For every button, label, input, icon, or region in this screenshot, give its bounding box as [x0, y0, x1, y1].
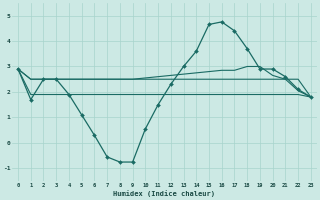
X-axis label: Humidex (Indice chaleur): Humidex (Indice chaleur) — [114, 190, 215, 197]
